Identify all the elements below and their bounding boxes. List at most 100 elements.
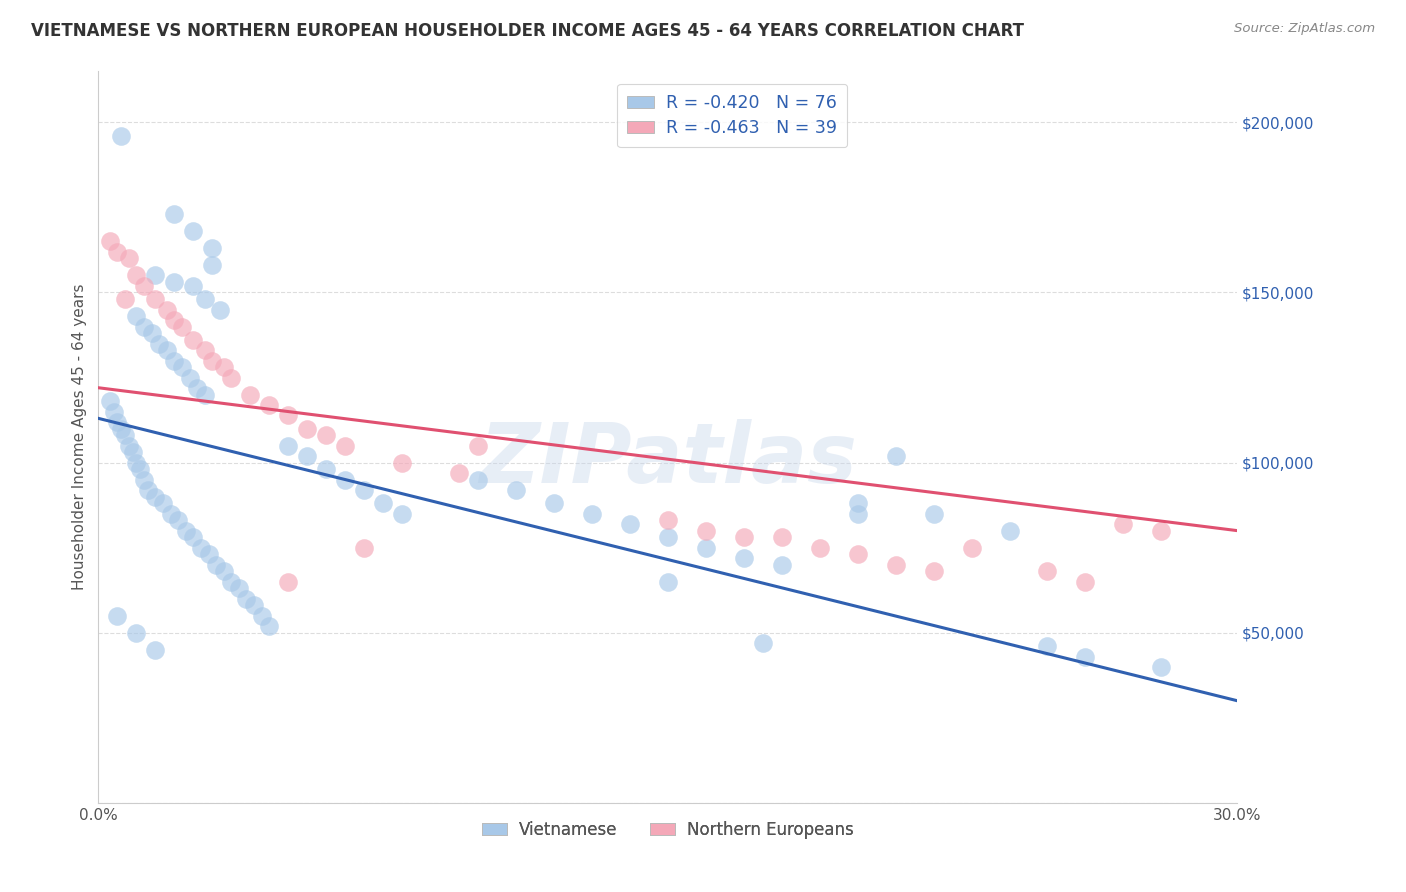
Point [960, 541, 983, 555]
Point [846, 507, 869, 521]
Point [163, 312, 186, 326]
Point [132, 319, 155, 334]
Point [98, 235, 121, 249]
Point [371, 496, 394, 510]
Point [846, 496, 869, 510]
Point [118, 439, 141, 453]
Point [98, 394, 121, 409]
Point [695, 541, 717, 555]
Point [125, 268, 148, 283]
Point [846, 548, 869, 562]
Point [163, 353, 186, 368]
Point [277, 439, 299, 453]
Point [733, 531, 755, 545]
Point [201, 258, 224, 272]
Point [201, 353, 224, 368]
Point [110, 421, 132, 435]
Point [110, 128, 132, 143]
Point [141, 326, 163, 341]
Point [221, 370, 243, 384]
Point [922, 565, 945, 579]
Point [148, 336, 170, 351]
Point [221, 574, 243, 589]
Point [250, 608, 273, 623]
Point [179, 370, 201, 384]
Point [156, 302, 179, 317]
Point [145, 642, 167, 657]
Point [733, 550, 755, 565]
Point [922, 507, 945, 521]
Point [297, 421, 319, 435]
Point [998, 524, 1021, 538]
Point [752, 636, 775, 650]
Point [208, 302, 231, 317]
Point [581, 507, 603, 521]
Point [770, 531, 793, 545]
Point [228, 582, 250, 596]
Point [391, 507, 413, 521]
Point [183, 333, 205, 347]
Point [194, 293, 217, 307]
Point [212, 565, 235, 579]
Point [1150, 524, 1173, 538]
Point [201, 241, 224, 255]
Point [884, 558, 907, 572]
Point [353, 541, 375, 555]
Point [125, 625, 148, 640]
Point [1036, 640, 1059, 654]
Point [132, 278, 155, 293]
Legend: Vietnamese, Northern Europeans: Vietnamese, Northern Europeans [475, 814, 860, 846]
Point [125, 456, 148, 470]
Point [103, 404, 125, 418]
Y-axis label: Householder Income Ages 45 - 64 years: Householder Income Ages 45 - 64 years [72, 284, 87, 591]
Point [194, 387, 217, 401]
Point [391, 456, 413, 470]
Point [1150, 659, 1173, 673]
Point [156, 343, 179, 358]
Text: ZIPatlas: ZIPatlas [479, 418, 856, 500]
Point [315, 428, 337, 442]
Point [107, 415, 129, 429]
Point [277, 408, 299, 422]
Point [657, 531, 679, 545]
Point [297, 449, 319, 463]
Point [183, 531, 205, 545]
Point [259, 619, 281, 633]
Point [770, 558, 793, 572]
Point [1074, 574, 1097, 589]
Point [543, 496, 565, 510]
Point [170, 319, 193, 334]
Point [205, 558, 228, 572]
Point [163, 207, 186, 221]
Point [183, 224, 205, 238]
Point [174, 524, 197, 538]
Point [190, 541, 212, 555]
Point [136, 483, 159, 497]
Text: VIETNAMESE VS NORTHERN EUROPEAN HOUSEHOLDER INCOME AGES 45 - 64 YEARS CORRELATIO: VIETNAMESE VS NORTHERN EUROPEAN HOUSEHOL… [31, 22, 1024, 40]
Point [107, 244, 129, 259]
Point [1112, 516, 1135, 531]
Point [145, 293, 167, 307]
Point [695, 524, 717, 538]
Point [243, 599, 266, 613]
Point [107, 608, 129, 623]
Point [505, 483, 527, 497]
Point [170, 360, 193, 375]
Point [114, 293, 136, 307]
Point [125, 310, 148, 324]
Point [118, 252, 141, 266]
Point [259, 398, 281, 412]
Point [145, 268, 167, 283]
Point [619, 516, 641, 531]
Text: Source: ZipAtlas.com: Source: ZipAtlas.com [1234, 22, 1375, 36]
Point [114, 428, 136, 442]
Point [277, 574, 299, 589]
Point [657, 574, 679, 589]
Point [145, 490, 167, 504]
Point [129, 462, 152, 476]
Point [167, 513, 190, 527]
Point [197, 548, 219, 562]
Point [121, 445, 143, 459]
Point [159, 507, 181, 521]
Point [183, 278, 205, 293]
